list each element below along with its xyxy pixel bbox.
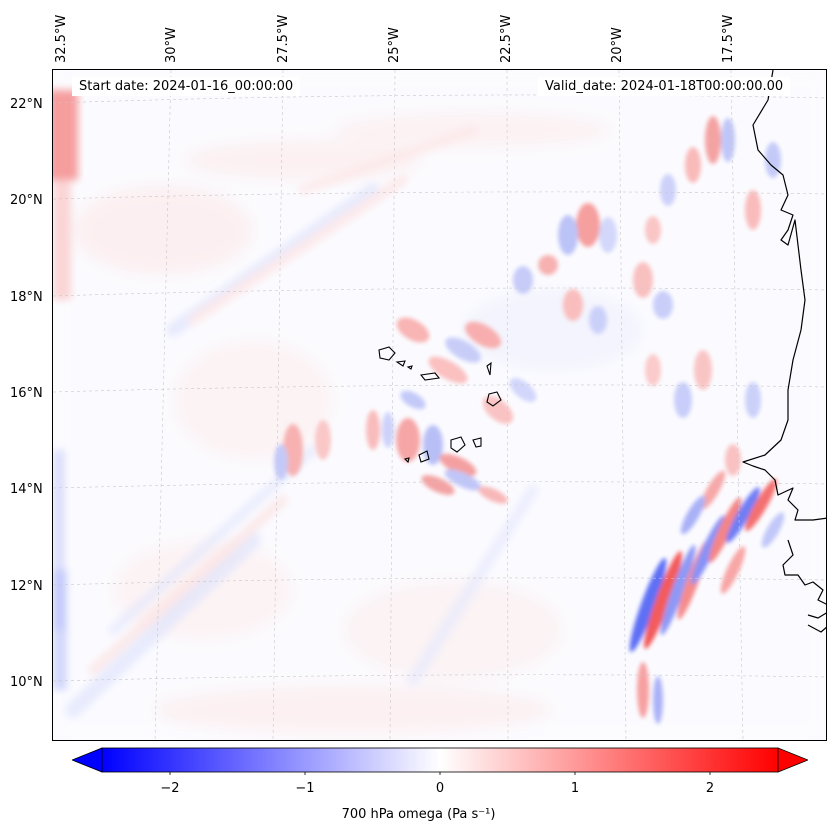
gridlines (53, 70, 826, 740)
island-waves (274, 317, 537, 504)
colorbar-body (101, 747, 779, 773)
valid-date-label: Valid_date: 2024-01-18T00:00:00.00 (538, 77, 791, 96)
lon-label: 25°W (387, 27, 402, 63)
colorbar (72, 747, 808, 775)
lat-label: 18°N (10, 290, 43, 305)
lon-label: 17.5°W (721, 14, 736, 63)
start-date-label: Start date: 2024-01-16_00:00:00 (72, 77, 301, 96)
southeast-wave-train (629, 470, 785, 724)
colorbar-tick-label: −2 (160, 781, 180, 796)
lat-label: 12°N (10, 579, 43, 594)
left-edge-band (53, 90, 78, 690)
lon-label: 22.5°W (499, 14, 514, 63)
lon-label: 20°W (610, 27, 625, 63)
lon-label: 27.5°W (276, 14, 291, 63)
lat-label: 20°N (10, 193, 43, 208)
omega-field (53, 70, 826, 740)
colorbar-low-extend (72, 747, 103, 773)
coastline (742, 70, 826, 633)
northeast-waves (513, 116, 781, 476)
colorbar-tick-label: 2 (705, 781, 715, 796)
lon-label: 32.5°W (54, 14, 69, 63)
lat-label: 14°N (10, 482, 43, 497)
islands (378, 346, 502, 464)
colorbar-high-extend (777, 747, 808, 773)
colorbar-tick-label: −1 (295, 781, 315, 796)
lat-label: 16°N (10, 386, 43, 401)
colorbar-tick-label: 0 (435, 781, 445, 796)
lat-label: 10°N (10, 675, 43, 690)
colorbar-tick-label: 1 (570, 781, 580, 796)
lat-label: 22°N (10, 97, 43, 112)
diagonal-streaks (65, 125, 539, 718)
colorbar-label: 700 hPa omega (Pa s⁻¹) (341, 807, 496, 822)
lon-label: 30°W (164, 27, 179, 63)
map-panel[interactable] (52, 69, 827, 741)
